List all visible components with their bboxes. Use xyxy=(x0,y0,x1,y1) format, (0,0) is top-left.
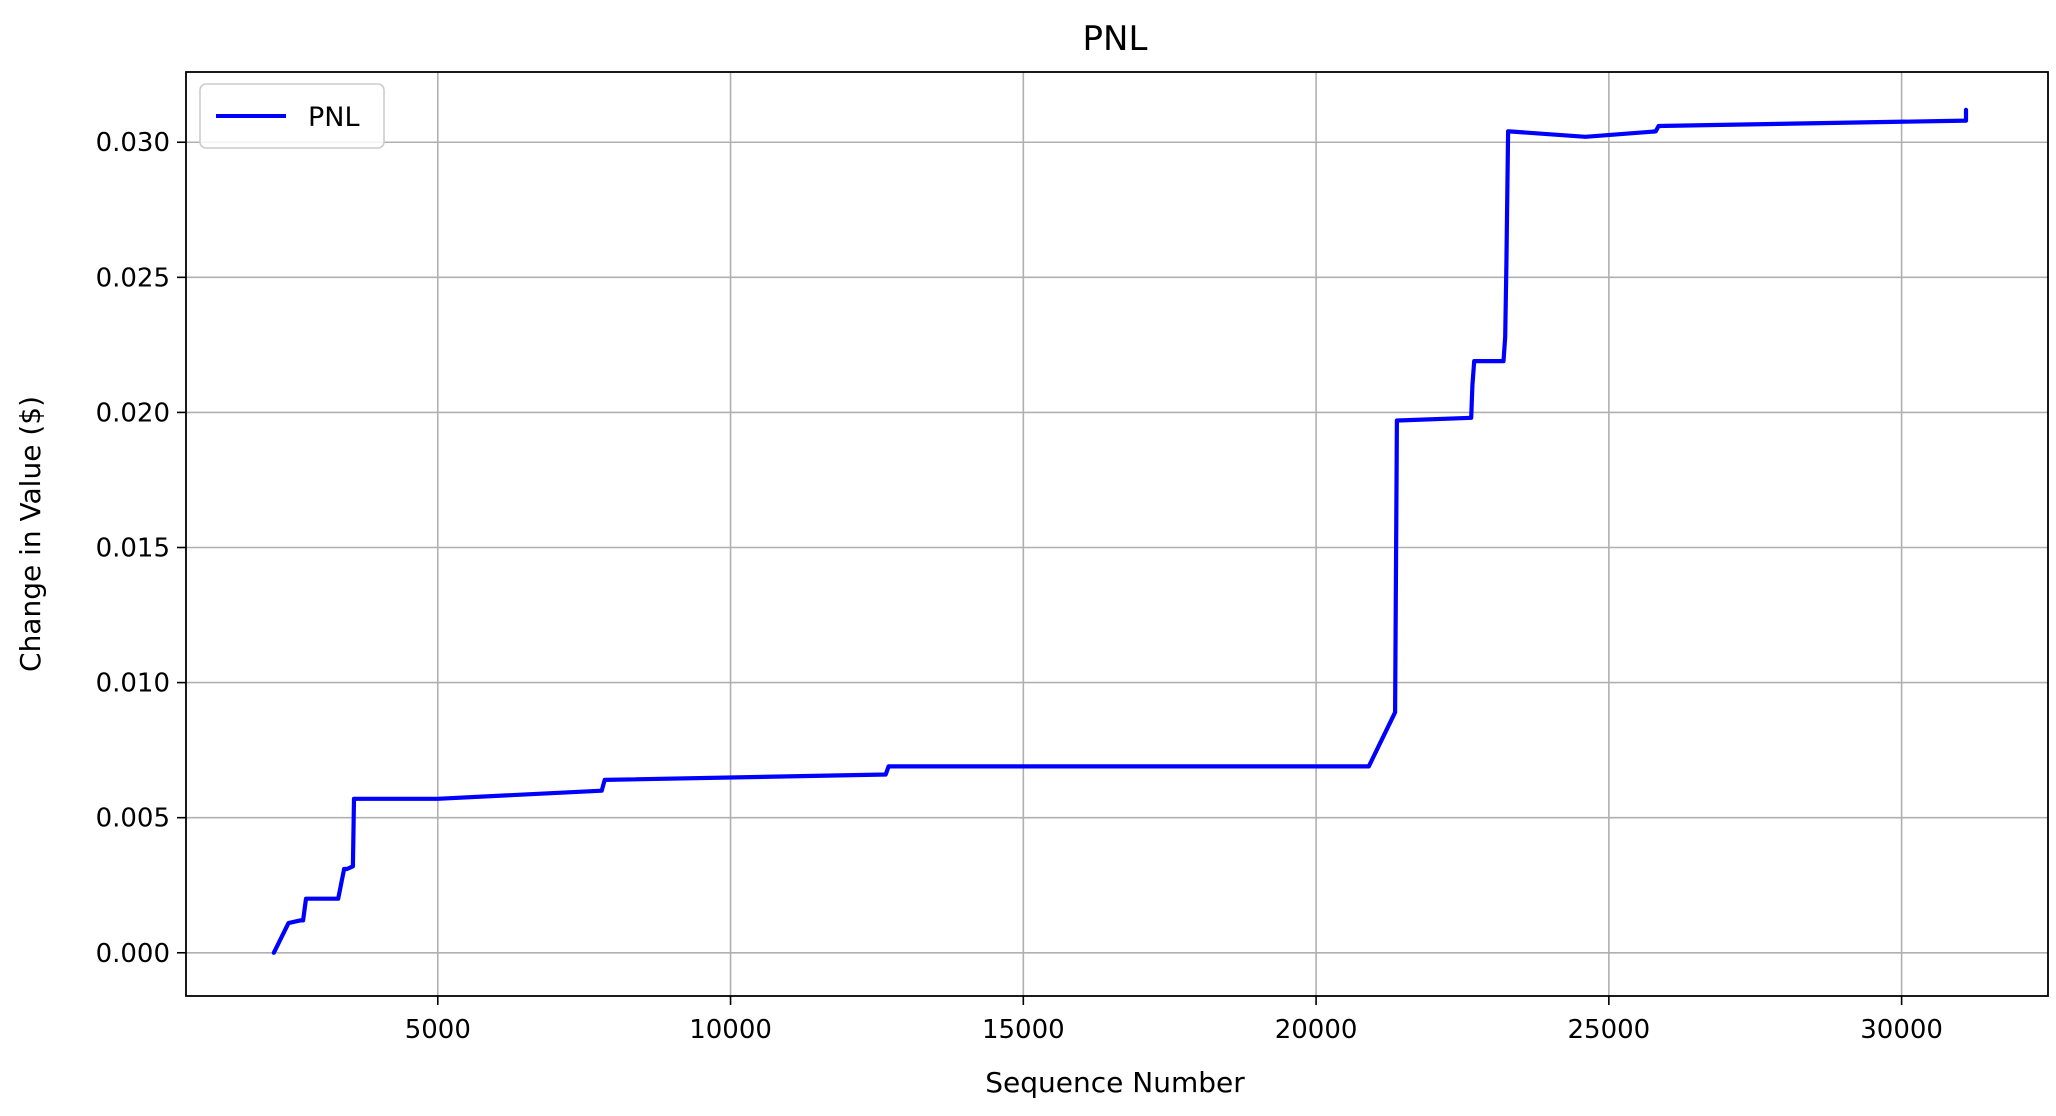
x-axis-label: Sequence Number xyxy=(985,1066,1245,1099)
y-axis-ticks: 0.000 0.005 0.010 0.015 0.020 0.025 0.030 xyxy=(96,128,186,969)
series-group xyxy=(271,107,1969,955)
series-line-pnl xyxy=(271,107,1969,955)
chart-title: PNL xyxy=(1083,19,1148,59)
legend-box xyxy=(199,83,385,149)
y-tick-label: 0.020 xyxy=(96,398,170,428)
legend: PNL xyxy=(199,83,385,149)
y-tick-label: 0.000 xyxy=(96,939,170,969)
x-tick-label: 20000 xyxy=(1275,1015,1358,1045)
grid-lines xyxy=(186,72,2048,996)
y-tick-label: 0.015 xyxy=(96,534,170,564)
x-tick-label: 10000 xyxy=(689,1015,772,1045)
y-tick-label: 0.005 xyxy=(96,804,170,834)
legend-label-pnl: PNL xyxy=(308,102,360,133)
x-tick-label: 30000 xyxy=(1860,1015,1943,1045)
x-tick-label: 5000 xyxy=(405,1015,471,1045)
y-tick-label: 0.010 xyxy=(96,669,170,699)
y-tick-label: 0.030 xyxy=(96,128,170,158)
y-tick-label: 0.025 xyxy=(96,263,170,293)
plot-frame xyxy=(185,71,2049,997)
y-axis-label: Change in Value ($) xyxy=(14,396,47,672)
x-tick-label: 15000 xyxy=(982,1015,1065,1045)
x-tick-label: 25000 xyxy=(1567,1015,1650,1045)
x-axis-ticks: 5000 10000 15000 20000 25000 30000 xyxy=(405,996,1943,1045)
